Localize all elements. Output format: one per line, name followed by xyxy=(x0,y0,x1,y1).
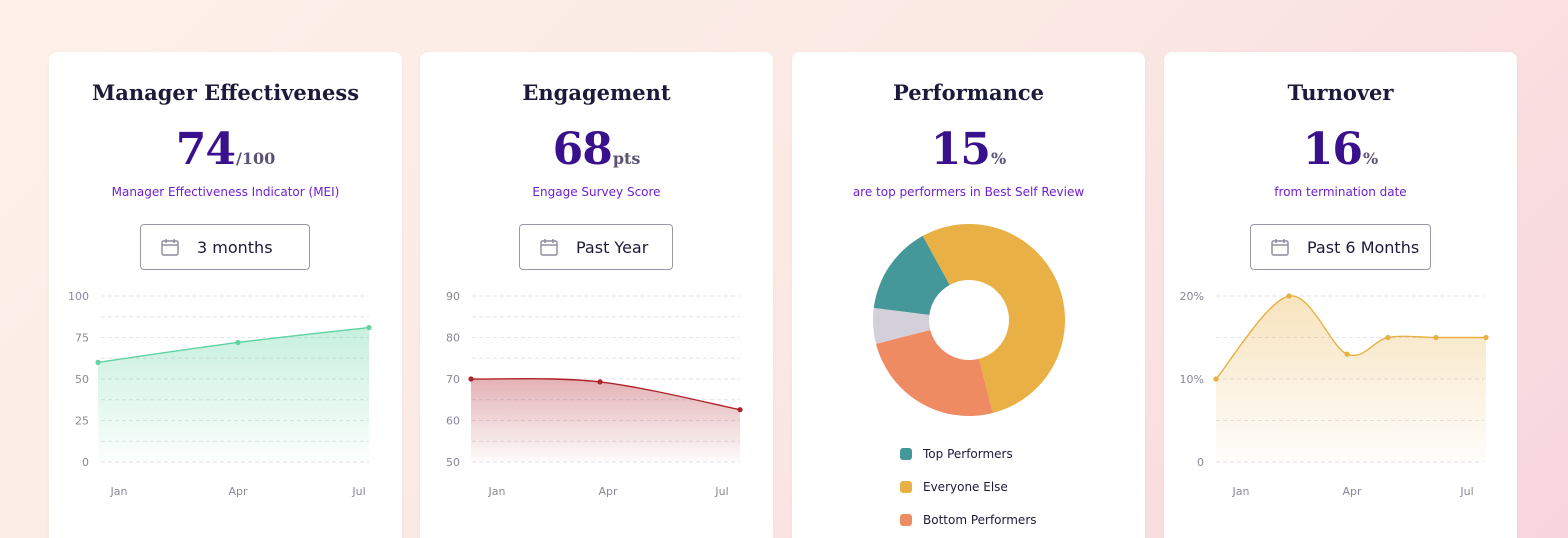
y-tick-label: 80 xyxy=(446,332,460,345)
card-engagement: Engagement 68pts Engage Survey Score Pas… xyxy=(420,52,773,538)
metric-value: 15 xyxy=(930,124,991,175)
area-fill xyxy=(98,327,369,462)
range-button[interactable]: Past Year xyxy=(519,224,673,270)
donut-slice[interactable] xyxy=(873,307,931,344)
area-chart: 50 60 70 80 90 Jan Apr Jul xyxy=(446,290,743,498)
donut-slice[interactable] xyxy=(922,224,1065,413)
legend-label: Top Performers xyxy=(923,446,1013,461)
area-fill xyxy=(471,378,740,462)
card-turnover: Turnover 16% from termination date Past … xyxy=(1164,52,1517,538)
metric-description: from termination date xyxy=(1274,185,1407,199)
data-point[interactable] xyxy=(1213,376,1219,382)
area-chart: 0 10% 20% Jan Apr Jul xyxy=(1180,290,1489,498)
y-tick-label: 50 xyxy=(446,456,460,469)
data-point[interactable] xyxy=(1433,334,1439,341)
range-label: Past Year xyxy=(576,238,649,257)
x-tick-label: Apr xyxy=(598,485,618,498)
y-tick-label: 50 xyxy=(75,373,89,386)
metric-value: 74 xyxy=(175,124,236,175)
metric-value: 16 xyxy=(1302,124,1363,175)
data-point[interactable] xyxy=(235,339,241,346)
data-point[interactable] xyxy=(737,407,743,413)
y-tick-label: 25 xyxy=(75,415,89,428)
metric-unit: pts xyxy=(612,149,641,168)
donut-chart xyxy=(873,224,1065,416)
area-fill xyxy=(1216,295,1486,462)
x-tick-label: Apr xyxy=(1342,485,1362,498)
data-point[interactable] xyxy=(468,376,474,382)
card-title: Performance xyxy=(893,80,1044,105)
x-tick-label: Jul xyxy=(1459,485,1473,498)
legend-label: Everyone Else xyxy=(923,479,1008,494)
data-point[interactable] xyxy=(366,324,372,331)
metric: 68pts xyxy=(420,124,773,175)
y-tick-label: 0 xyxy=(82,456,89,469)
legend-swatch xyxy=(900,513,912,526)
x-tick-label: Jan xyxy=(488,485,506,498)
card-title: Turnover xyxy=(1287,80,1394,105)
metric-unit: /100 xyxy=(235,149,276,168)
metric-unit: % xyxy=(1363,149,1379,168)
metric: 16% xyxy=(1164,124,1517,175)
legend-swatch xyxy=(900,480,912,493)
data-point[interactable] xyxy=(1344,351,1350,357)
metric: 74/100 xyxy=(49,124,402,175)
metric-description: Engage Survey Score xyxy=(532,185,661,199)
metric-description: Manager Effectiveness Indicator (MEI) xyxy=(111,185,340,199)
x-tick-label: Jul xyxy=(351,485,365,498)
x-tick-label: Jan xyxy=(1232,485,1250,498)
data-point[interactable] xyxy=(597,379,603,385)
range-button[interactable]: 3 months xyxy=(140,224,310,270)
y-tick-label: 70 xyxy=(446,373,460,386)
y-tick-label: 100 xyxy=(68,290,89,303)
y-tick-label: 75 xyxy=(75,332,89,345)
x-tick-label: Jul xyxy=(714,485,728,498)
calendar-icon xyxy=(1271,239,1289,256)
range-label: Past 6 Months xyxy=(1307,238,1420,257)
x-tick-label: Jan xyxy=(110,485,128,498)
card-title: Manager Effectiveness xyxy=(91,80,360,105)
legend-item-everyone-else: Everyone Else xyxy=(900,470,1037,503)
legend-item-bottom-performers: Bottom Performers xyxy=(900,503,1037,536)
metric-unit: % xyxy=(991,149,1007,168)
metric-value: 68 xyxy=(552,124,613,175)
legend-item-top-performers: Top Performers xyxy=(900,437,1037,470)
metric-description: are top performers in Best Self Review xyxy=(852,185,1085,199)
y-tick-label: 20% xyxy=(1180,290,1204,303)
area-chart: 0 25 50 75 100 Jan Apr Jul xyxy=(68,290,372,498)
y-tick-label: 60 xyxy=(446,415,460,428)
legend-swatch xyxy=(900,447,912,460)
y-tick-label: 0 xyxy=(1197,456,1204,469)
card-performance: Performance 15% are top performers in Be… xyxy=(792,52,1145,538)
chart-legend: Top Performers Everyone Else Bottom Perf… xyxy=(900,437,1037,536)
card-manager-effectiveness: Manager Effectiveness 74/100 Manager Eff… xyxy=(49,52,402,538)
metric: 15% xyxy=(792,124,1145,175)
donut-slice[interactable] xyxy=(873,235,950,315)
calendar-icon xyxy=(540,239,558,256)
x-tick-label: Apr xyxy=(228,485,248,498)
y-tick-label: 10% xyxy=(1180,373,1204,386)
range-button[interactable]: Past 6 Months xyxy=(1250,224,1431,270)
data-point[interactable] xyxy=(1483,334,1489,341)
donut-slice[interactable] xyxy=(876,329,993,416)
data-point[interactable] xyxy=(95,359,101,365)
y-tick-label: 90 xyxy=(446,290,460,303)
range-label: 3 months xyxy=(197,238,273,257)
legend-label: Bottom Performers xyxy=(923,512,1037,527)
data-point[interactable] xyxy=(1286,293,1292,299)
card-title: Engagement xyxy=(522,80,671,105)
calendar-icon xyxy=(161,239,179,256)
data-point[interactable] xyxy=(1385,334,1391,341)
